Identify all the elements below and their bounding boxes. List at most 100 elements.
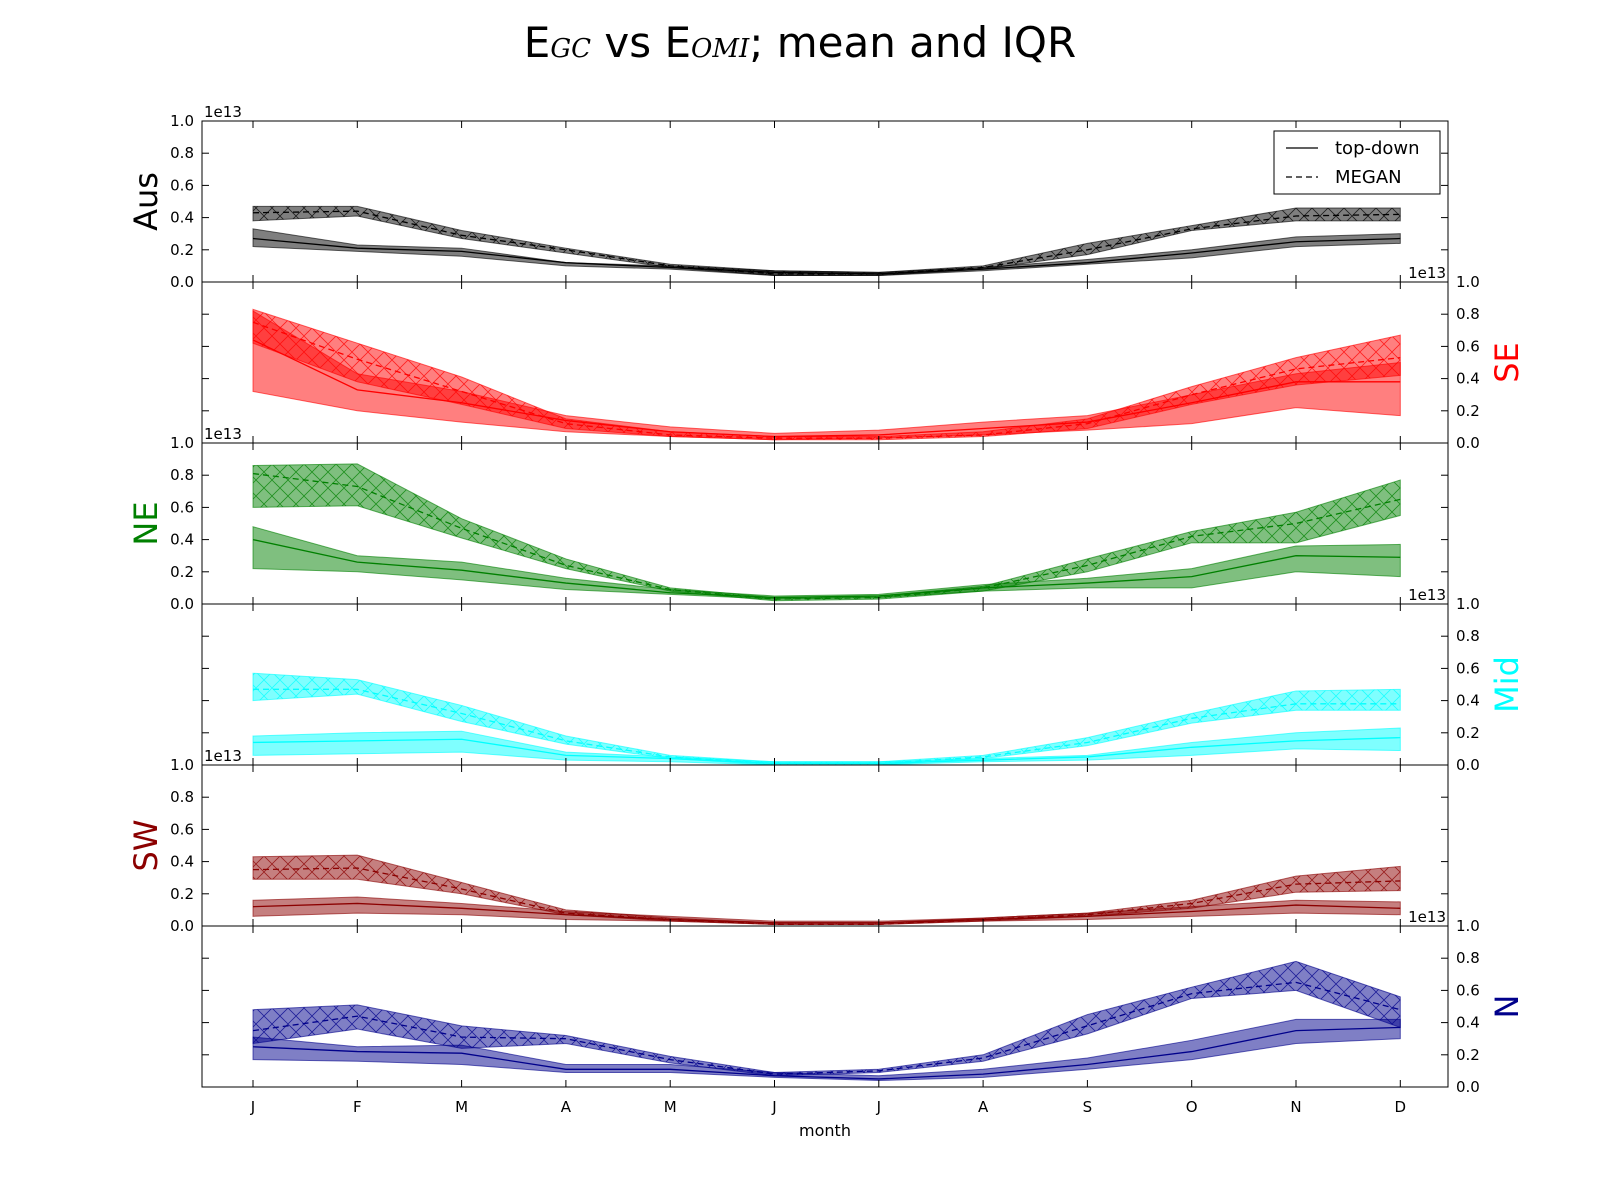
title-subscript-omi: OMI	[691, 34, 750, 64]
se-topdown-iqr-band	[252, 310, 1401, 441]
xtick-label: M	[664, 1098, 677, 1116]
aus-topdown-iqr-band	[252, 228, 1401, 277]
mid-ytick-label: 0.6	[1456, 659, 1480, 677]
mid-ytick-label: 0.8	[1456, 627, 1480, 645]
n-topdown-mean-line	[252, 1026, 1401, 1080]
ne-topdown-mean-line	[252, 538, 1401, 599]
ne-megan-iqr-hatch	[253, 463, 1401, 601]
sw-topdown-mean-line	[252, 902, 1401, 924]
n-ytick-label: 0.0	[1456, 1078, 1480, 1096]
plot-layer: 0.0 0.2 0.4 0.6 0.8 1.0 1e13 Aus 0.0 0.2 0.4 0.6 0.8…	[127, 103, 1526, 1140]
ne-ytick-label: 1.0	[170, 434, 194, 452]
se-megan-iqr-hatch	[253, 309, 1401, 440]
mid-exponent-label: 1e13	[1408, 586, 1446, 604]
xtick-label: J	[876, 1098, 881, 1116]
xtick-label: J	[250, 1098, 255, 1116]
title-suffix: ; mean and IQR	[749, 18, 1077, 67]
aus-ytick-label: 0.0	[170, 273, 194, 291]
aus-exponent-label: 1e13	[204, 103, 242, 121]
legend-topdown-label: top-down	[1335, 138, 1420, 159]
mid-region-label: Mid	[1488, 656, 1526, 713]
aus-ytick-label: 0.6	[170, 176, 194, 194]
n-ytick-label: 0.8	[1456, 949, 1480, 967]
ne-ytick-label: 0.4	[170, 531, 194, 549]
se-ytick-label: 0.2	[1456, 402, 1480, 420]
sw-ytick-label: 1.0	[170, 756, 194, 774]
n-megan-mean-line	[252, 981, 1401, 1075]
se-megan-mean-line	[252, 321, 1401, 439]
aus-topdown-mean-line	[252, 237, 1401, 275]
aus-ytick-label: 0.2	[170, 241, 194, 259]
title-subscript-gc: GC	[550, 34, 592, 64]
mid-ytick-label: 0.2	[1456, 724, 1480, 742]
aus-ytick-label: 0.8	[170, 144, 194, 162]
ne-ytick-label: 0.8	[170, 466, 194, 484]
se-exponent-label: 1e13	[1408, 264, 1446, 282]
xtick-label: M	[455, 1098, 468, 1116]
xtick-label: S	[1083, 1098, 1093, 1116]
se-ytick-label: 0.4	[1456, 370, 1480, 388]
sw-ytick-label: 0.2	[170, 885, 194, 903]
xtick-label: F	[353, 1098, 362, 1116]
sw-megan-mean-line	[252, 867, 1401, 926]
title-vs-e: vs E	[591, 18, 691, 67]
aus-megan-iqr-band	[252, 205, 1401, 277]
xtick-label: D	[1395, 1098, 1407, 1116]
ne-ytick-label: 0.2	[170, 563, 194, 581]
sw-ytick-label: 0.4	[170, 853, 194, 871]
n-ytick-label: 0.6	[1456, 981, 1480, 999]
aus-region-label: Aus	[127, 172, 165, 231]
xtick-label: A	[978, 1098, 989, 1116]
mid-ytick-label: 0.0	[1456, 756, 1480, 774]
aus-ytick-label: 1.0	[170, 112, 194, 130]
ne-ytick-label: 0.6	[170, 498, 194, 516]
aus-ytick-label: 0.4	[170, 209, 194, 227]
n-axes-frame	[201, 925, 1449, 1088]
panel-se: 0.0 0.2 0.4 0.6 0.8 1.0 1e13 SE	[201, 264, 1526, 452]
panel-sw: 0.0 0.2 0.4 0.6 0.8 1.0 1e13 SW	[127, 747, 1449, 935]
se-ytick-label: 1.0	[1456, 273, 1480, 291]
ne-region-label: NE	[127, 501, 165, 545]
se-ytick-label: 0.0	[1456, 434, 1480, 452]
aus-megan-mean-line	[252, 210, 1401, 275]
mid-topdown-mean-line	[252, 736, 1401, 765]
sw-ytick-label: 0.6	[170, 820, 194, 838]
se-region-label: SE	[1488, 342, 1526, 383]
title-e-gc: E	[523, 18, 551, 67]
xtick-label: O	[1186, 1098, 1198, 1116]
ne-megan-mean-line	[252, 472, 1401, 600]
legend-box	[1273, 130, 1441, 195]
panel-aus: 0.0 0.2 0.4 0.6 0.8 1.0 1e13 Aus	[127, 103, 1449, 291]
xtick-label: N	[1290, 1098, 1301, 1116]
n-ytick-label: 1.0	[1456, 917, 1480, 935]
se-ytick-label: 0.8	[1456, 305, 1480, 323]
legend-megan-label: MEGAN	[1335, 167, 1402, 188]
n-region-label: N	[1488, 995, 1526, 1019]
n-exponent-label: 1e13	[1408, 908, 1446, 926]
panel-ne: 0.0 0.2 0.4 0.6 0.8 1.0 1e13 NE	[127, 425, 1449, 613]
aus-axes-frame	[201, 120, 1449, 283]
ne-ytick-label: 0.0	[170, 595, 194, 613]
aus-megan-iqr-hatch	[253, 206, 1401, 276]
ne-exponent-label: 1e13	[204, 425, 242, 443]
n-ytick-label: 0.2	[1456, 1046, 1480, 1064]
sw-ytick-label: 0.8	[170, 788, 194, 806]
se-topdown-mean-line	[252, 339, 1401, 438]
mid-topdown-iqr-band	[252, 727, 1401, 766]
x-axis-label: month	[799, 1121, 851, 1140]
n-megan-iqr-hatch	[253, 961, 1401, 1076]
se-ytick-label: 0.6	[1456, 337, 1480, 355]
n-ytick-label: 0.4	[1456, 1014, 1480, 1032]
xtick-label: J	[771, 1098, 776, 1116]
sw-region-label: SW	[127, 820, 165, 872]
panel-mid: 0.0 0.2 0.4 0.6 0.8 1.0 1e13 Mid	[201, 586, 1526, 774]
mid-ytick-label: 0.4	[1456, 692, 1480, 710]
xtick-label: A	[561, 1098, 572, 1116]
mid-ytick-label: 1.0	[1456, 595, 1480, 613]
panel-n: 0.0 0.2 0.4 0.6 0.8 1.0 1e13 N	[201, 908, 1526, 1096]
chart-title: EGC vs EOMI; mean and IQR	[0, 18, 1600, 67]
legend: top-down MEGAN	[1273, 130, 1441, 195]
sw-exponent-label: 1e13	[204, 747, 242, 765]
sw-ytick-label: 0.0	[170, 917, 194, 935]
